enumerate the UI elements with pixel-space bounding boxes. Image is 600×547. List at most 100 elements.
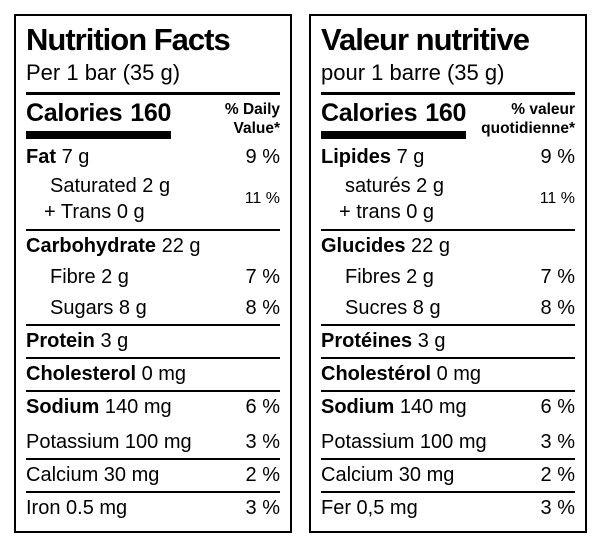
daily-value-header: % Daily Value* bbox=[224, 101, 280, 137]
nutrition-facts-panel-en: Nutrition Facts Per 1 bar (35 g) Calorie… bbox=[14, 14, 292, 533]
divider bbox=[321, 229, 575, 232]
dv-percent: 9 % bbox=[540, 146, 575, 169]
nutrient-amount: 22 g bbox=[411, 235, 450, 258]
row-protein: Protein 3 g bbox=[26, 326, 280, 357]
row-potassium: Potassium 100 mg 3 % bbox=[321, 427, 575, 458]
row-calcium: Calcium 30 mg 2 % bbox=[26, 460, 280, 491]
daily-value-header: % valeur quotidienne* bbox=[481, 101, 575, 137]
divider bbox=[26, 390, 280, 393]
nutrient-name: Cholestérol bbox=[321, 363, 432, 386]
calories-label: Calories bbox=[321, 99, 418, 128]
nutrient-amount: 22 g bbox=[161, 235, 201, 258]
calories-value: 160 bbox=[130, 99, 172, 128]
divider bbox=[321, 491, 575, 494]
divider bbox=[321, 390, 575, 393]
saturated-line: saturés 2 g bbox=[345, 175, 444, 198]
nutrient-amount: 3 g bbox=[417, 330, 446, 353]
row-iron: Fer 0,5 mg 3 % bbox=[321, 493, 575, 524]
dv-percent: 7 % bbox=[540, 266, 575, 289]
row-carbohydrate: Glucides 22 g bbox=[321, 231, 575, 262]
saturated-line: Saturated 2 g bbox=[50, 175, 171, 198]
nutrient-name: Lipides bbox=[321, 146, 392, 169]
nutrient-label: Potassium 100 mg bbox=[26, 431, 192, 454]
divider bbox=[26, 458, 280, 461]
dv-percent: 8 % bbox=[540, 297, 575, 320]
row-fat: Fat 7 g 9 % bbox=[26, 142, 280, 173]
row-sugars: Sugars 8 g 8 % bbox=[26, 293, 280, 324]
serving-size: pour 1 barre (35 g) bbox=[321, 59, 505, 85]
nutrient-name: Carbohydrate bbox=[26, 235, 157, 258]
row-saturated-trans: Saturated 2 g + Trans 0 g 11 % bbox=[26, 173, 280, 229]
divider bbox=[26, 491, 280, 494]
nutrient-amount: 3 g bbox=[100, 330, 129, 353]
row-calcium: Calcium 30 mg 2 % bbox=[321, 460, 575, 491]
nutrient-label: Calcium 30 mg bbox=[26, 464, 160, 487]
nutrient-amount: 140 mg bbox=[104, 396, 172, 419]
nutrient-amount: 7 g bbox=[396, 146, 425, 169]
nutrient-label: Iron 0.5 mg bbox=[26, 497, 128, 520]
divider bbox=[321, 357, 575, 360]
divider bbox=[321, 324, 575, 327]
nutrient-name: Glucides bbox=[321, 235, 406, 258]
calories-underline-bar bbox=[321, 131, 467, 140]
row-iron: Iron 0.5 mg 3 % bbox=[26, 493, 280, 524]
dv-percent: 3 % bbox=[540, 497, 575, 520]
row-potassium: Potassium 100 mg 3 % bbox=[26, 427, 280, 458]
nutrient-amount: 0 mg bbox=[141, 363, 187, 386]
nutrient-label: Sucres 8 g bbox=[345, 297, 441, 320]
divider bbox=[321, 458, 575, 461]
nutrient-label: Fibre 2 g bbox=[50, 266, 129, 289]
nutrient-amount: 140 mg bbox=[399, 396, 467, 419]
nutrient-label: Calcium 30 mg bbox=[321, 464, 455, 487]
dv-percent: 11 % bbox=[539, 190, 575, 208]
dv-percent: 8 % bbox=[245, 297, 280, 320]
row-saturated-trans: saturés 2 g + trans 0 g 11 % bbox=[321, 173, 575, 229]
nutrient-name: Sodium bbox=[26, 396, 100, 419]
calories-label: Calories bbox=[26, 99, 123, 128]
calories-row: Calories 160 % Daily Value* bbox=[26, 99, 280, 140]
dv-percent: 6 % bbox=[540, 396, 575, 419]
divider bbox=[26, 357, 280, 360]
row-carbohydrate: Carbohydrate 22 g bbox=[26, 231, 280, 262]
calories-row: Calories 160 % valeur quotidienne* bbox=[321, 99, 575, 140]
dv-percent: 9 % bbox=[245, 146, 280, 169]
nutrient-amount: 0 mg bbox=[436, 363, 482, 386]
nutrient-name: Protein bbox=[26, 330, 95, 353]
divider bbox=[26, 229, 280, 232]
dv-percent: 2 % bbox=[245, 464, 280, 487]
dv-percent: 3 % bbox=[245, 497, 280, 520]
row-fibre: Fibre 2 g 7 % bbox=[26, 262, 280, 293]
calories-value: 160 bbox=[425, 99, 467, 128]
row-protein: Protéines 3 g bbox=[321, 326, 575, 357]
nutrient-amount: 7 g bbox=[61, 146, 90, 169]
serving-size: Per 1 bar (35 g) bbox=[26, 59, 181, 85]
divider bbox=[26, 324, 280, 327]
row-sodium: Sodium 140 mg 6 % bbox=[26, 392, 280, 423]
row-sodium: Sodium 140 mg 6 % bbox=[321, 392, 575, 423]
dv-percent: 2 % bbox=[540, 464, 575, 487]
dv-percent: 3 % bbox=[245, 431, 280, 454]
trans-line: + trans 0 g bbox=[339, 201, 435, 224]
nutrient-label: Potassium 100 mg bbox=[321, 431, 487, 454]
dv-percent: 3 % bbox=[540, 431, 575, 454]
header-rule bbox=[26, 92, 280, 96]
nutrient-name: Protéines bbox=[321, 330, 413, 353]
row-fat: Lipides 7 g 9 % bbox=[321, 142, 575, 173]
nutrient-name: Sodium bbox=[321, 396, 395, 419]
dv-percent: 11 % bbox=[244, 190, 280, 208]
nutrition-facts-panel-fr: Valeur nutritive pour 1 barre (35 g) Cal… bbox=[309, 14, 587, 533]
row-cholesterol: Cholestérol 0 mg bbox=[321, 359, 575, 390]
dv-percent: 7 % bbox=[245, 266, 280, 289]
row-fibre: Fibres 2 g 7 % bbox=[321, 262, 575, 293]
dv-percent: 6 % bbox=[245, 396, 280, 419]
calories-underline-bar bbox=[26, 131, 172, 140]
nutrient-name: Fat bbox=[26, 146, 56, 169]
label-title: Valeur nutritive bbox=[321, 22, 530, 57]
nutrient-label: Sugars 8 g bbox=[50, 297, 147, 320]
row-sugars: Sucres 8 g 8 % bbox=[321, 293, 575, 324]
trans-line: + Trans 0 g bbox=[44, 201, 145, 224]
header-rule bbox=[321, 92, 575, 96]
row-cholesterol: Cholesterol 0 mg bbox=[26, 359, 280, 390]
nutrient-name: Cholesterol bbox=[26, 363, 137, 386]
